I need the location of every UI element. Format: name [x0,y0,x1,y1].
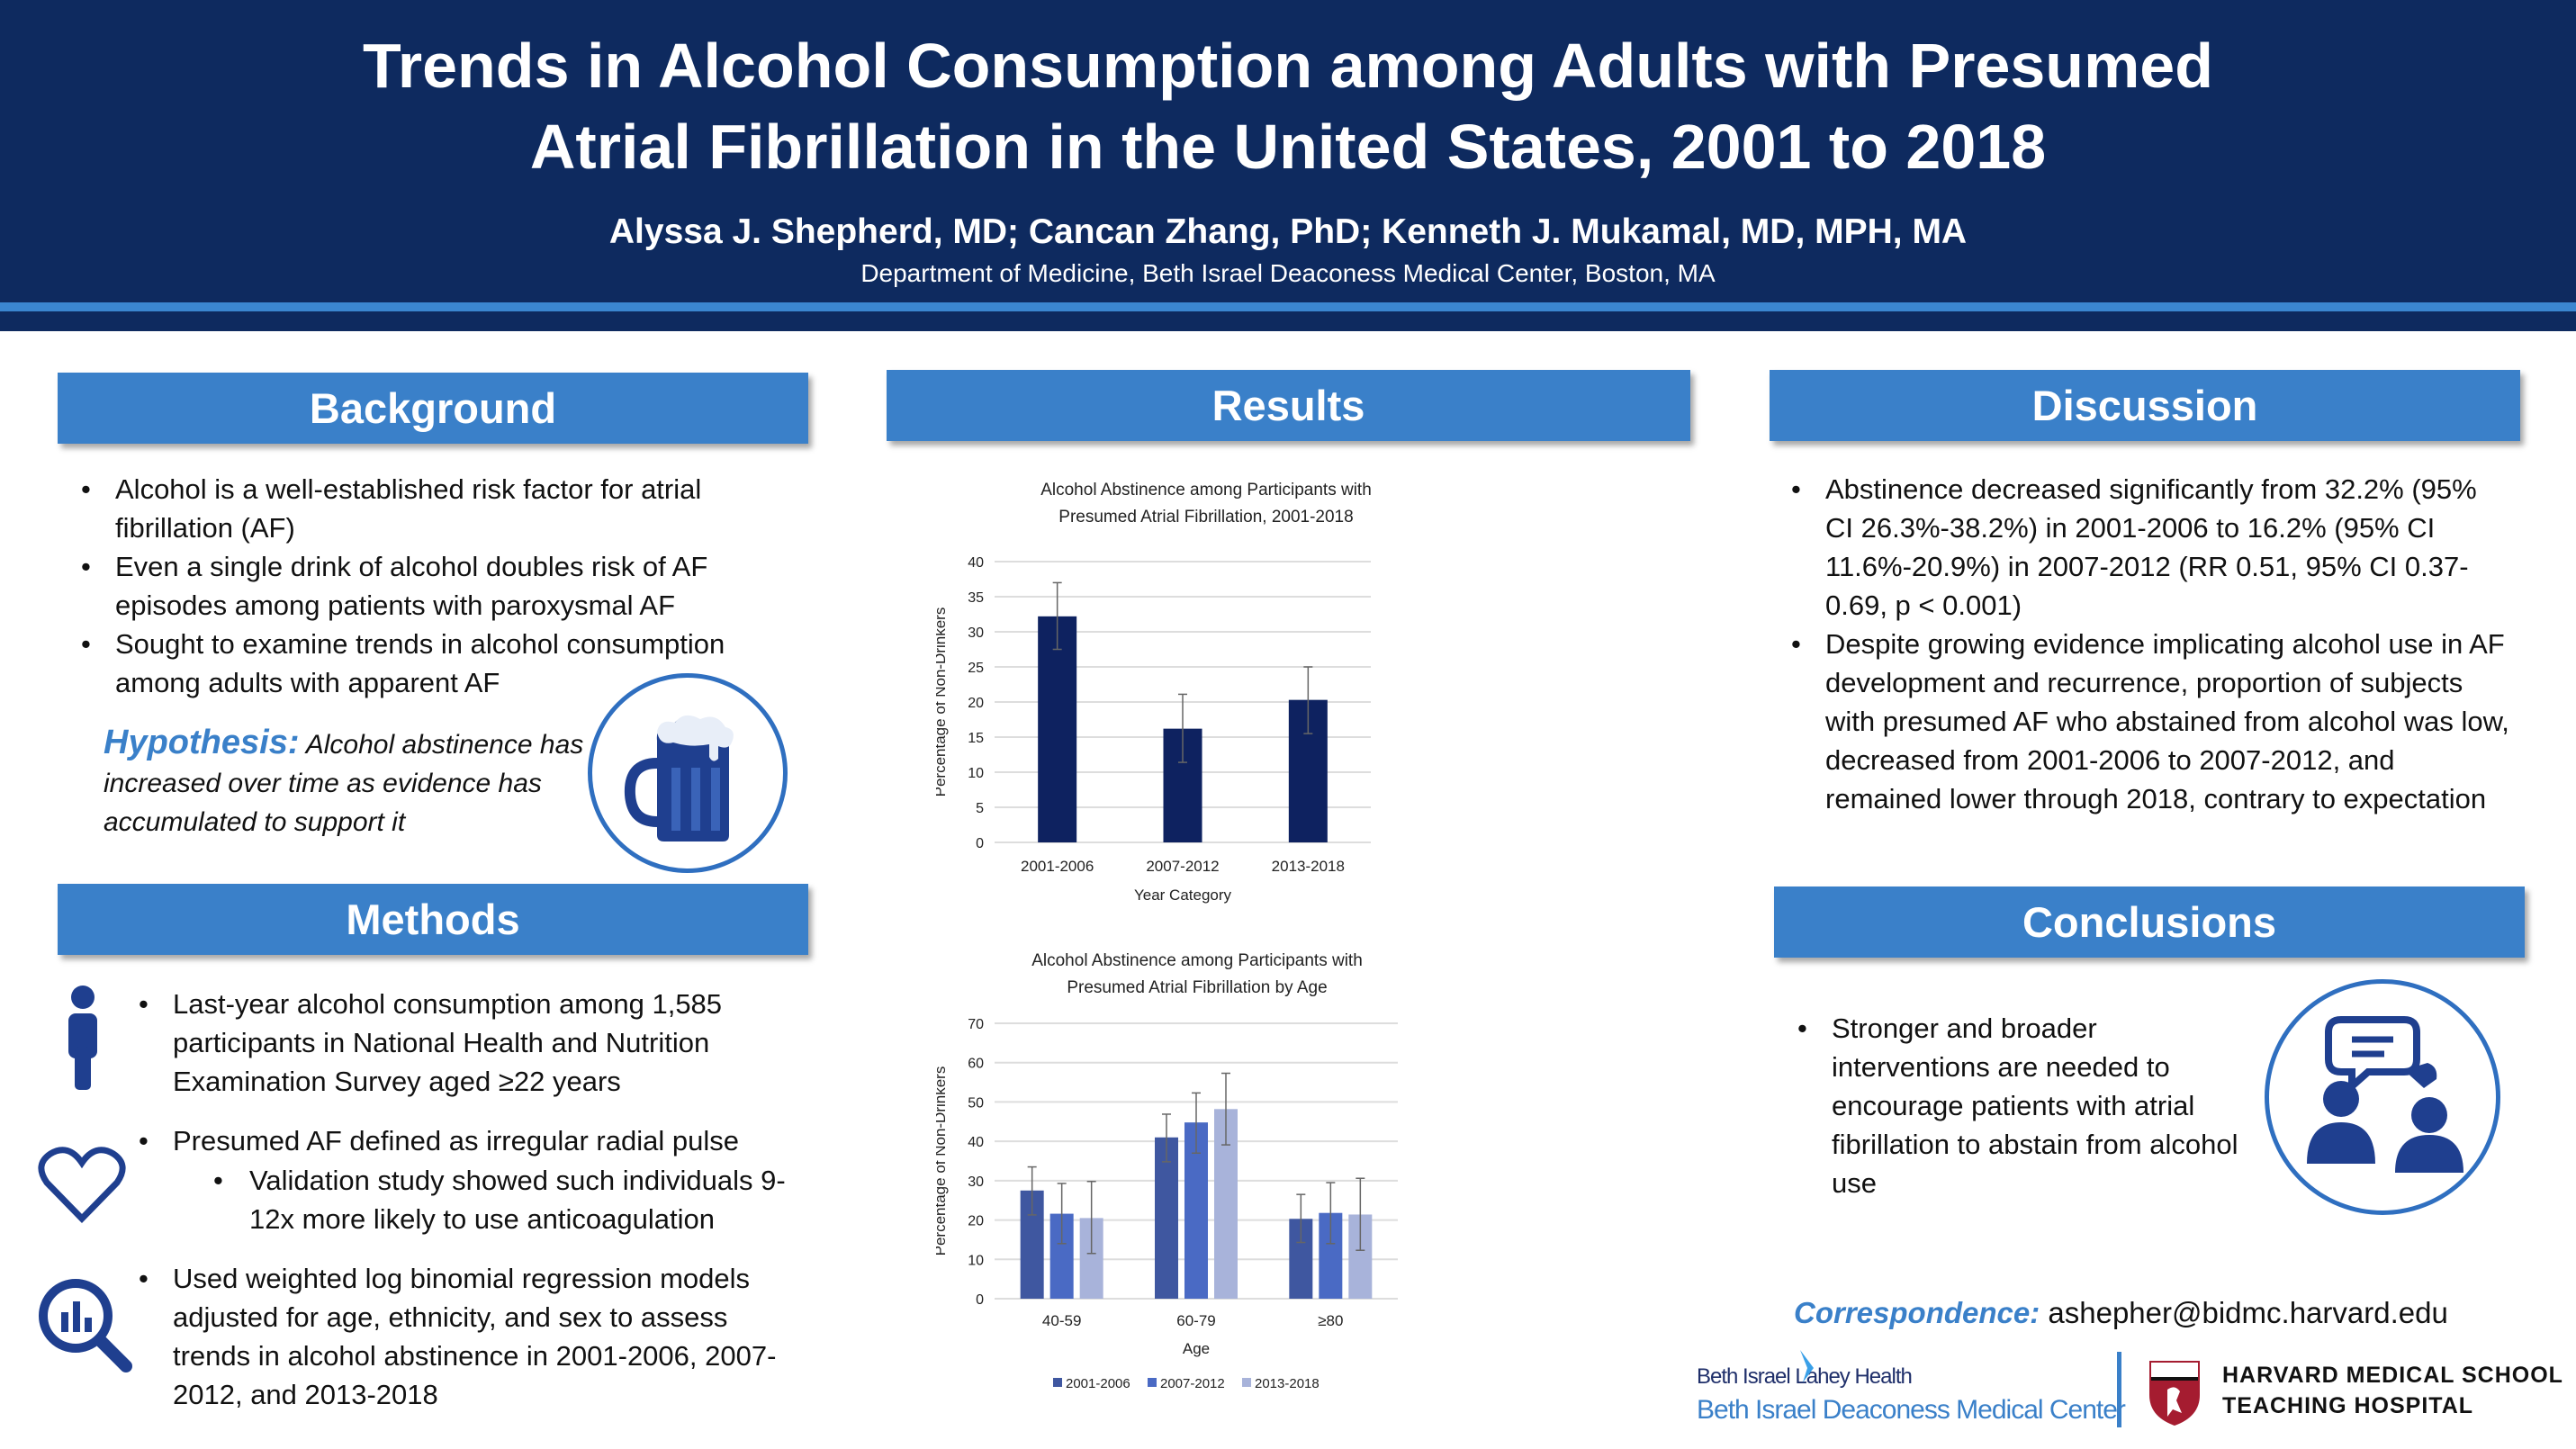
y-tick-label: 35 [968,590,984,606]
hypothesis-text: Alcohol abstinence has increased over ti… [104,730,584,837]
legend-label: 2001-2006 [1066,1376,1130,1391]
y-tick-label: 40 [968,1135,984,1150]
beer-mug-icon [588,673,788,873]
heart-icon [38,1147,126,1224]
x-tick-label: 2001-2006 [1021,858,1094,875]
y-tick-label: 10 [968,766,984,781]
chart-title: Presumed Atrial Fibrillation by Age [1067,978,1327,997]
bilh-logo-icon [1800,1350,1814,1382]
legend-label: 2007-2012 [1160,1376,1225,1391]
list-item: Stronger and broader interventions are n… [1797,1009,2255,1202]
bidmc-logo-text: Beth Israel Deaconess Medical Center [1697,1395,2126,1425]
hypothesis: Hypothesis: Alcohol abstinence has incre… [104,724,590,842]
y-tick-label: 20 [968,1214,984,1229]
background-bullets: Alcohol is a well-established risk facto… [81,470,781,702]
magnifier-chart-icon [39,1279,132,1372]
list-item: Despite growing evidence implicating alc… [1791,625,2509,818]
correspondence: Correspondence: ashepher@bidmc.harvard.e… [1794,1296,2448,1330]
y-tick-label: 5 [976,801,984,816]
legend-label: 2013-2018 [1255,1376,1320,1391]
y-tick-label: 30 [968,1174,984,1190]
list-item: Sought to examine trends in alcohol cons… [81,625,781,702]
y-tick-label: 50 [968,1095,984,1111]
x-tick-label: 60-79 [1176,1312,1215,1329]
x-tick-label: 40-59 [1042,1312,1081,1329]
methods-heading: Methods [58,884,808,955]
poster-title-line1: Trends in Alcohol Consumption among Adul… [362,31,2213,101]
authors: Alyssa J. Shepherd, MD; Cancan Zhang, Ph… [608,212,1968,251]
y-tick-label: 0 [976,836,984,851]
department: Department of Medicine, Beth Israel Deac… [860,259,1716,287]
legend-swatch [1053,1378,1062,1387]
chart-title: Presumed Atrial Fibrillation, 2001-2018 [1058,508,1353,526]
y-tick-label: 30 [968,626,984,641]
hms-line1: HARVARD MEDICAL SCHOOL [2222,1363,2563,1388]
list-item: Alcohol is a well-established risk facto… [81,470,781,547]
methods-bullet-3: Used weighted log binomial regression mo… [139,1259,794,1414]
x-axis-label: Year Category [1134,886,1232,904]
x-tick-label: 2013-2018 [1272,858,1345,875]
list-item: Used weighted log binomial regression mo… [139,1259,794,1414]
poster-header [0,0,2576,331]
chart-abstinence-by-year: Alcohol Abstinence among Participants wi… [936,481,1372,904]
y-tick-label: 70 [968,1017,984,1032]
doctor-patient-chat-icon [2265,979,2500,1215]
hypothesis-label: Hypothesis: [104,724,300,761]
hms-line2: TEACHING HOSPITAL [2222,1393,2474,1418]
harvard-shield-icon [2149,1361,2200,1426]
discussion-heading: Discussion [1770,370,2520,441]
conclusions-bullets: Stronger and broader interventions are n… [1797,1009,2255,1202]
x-axis-label: Age [1183,1340,1210,1357]
legend-swatch [1242,1378,1251,1387]
methods-sub-bullet: Validation study showed such individuals… [213,1161,807,1238]
chart-title: Alcohol Abstinence among Participants wi… [1031,951,1363,970]
y-tick-label: 40 [968,555,984,571]
correspondence-label: Correspondence: [1794,1296,2040,1329]
list-item: Last-year alcohol consumption among 1,58… [139,985,794,1101]
list-item: Abstinence decreased significantly from … [1791,470,2509,625]
bar [1155,1137,1178,1299]
y-tick-label: 15 [968,731,984,746]
y-tick-label: 20 [968,696,984,711]
x-tick-label: 2007-2012 [1146,858,1219,875]
y-axis-label: Percentage of Non-Drinkers [936,1066,949,1256]
methods-bullet-2: Presumed AF defined as irregular radial … [139,1121,794,1160]
y-tick-label: 0 [976,1292,984,1308]
y-axis-label: Percentage of Non-Drinkers [936,608,949,797]
logo-divider [2117,1352,2121,1427]
chart-abstinence-by-age: Alcohol Abstinence among Participants wi… [936,951,1398,1391]
bar [1038,616,1077,842]
results-heading: Results [887,370,1690,441]
y-tick-label: 25 [968,661,984,676]
chart-title: Alcohol Abstinence among Participants wi… [1040,481,1372,500]
correspondence-email[interactable]: ashepher@bidmc.harvard.edu [2048,1296,2448,1329]
list-item: Even a single drink of alcohol doubles r… [81,547,781,625]
conclusions-heading: Conclusions [1774,886,2525,958]
background-heading: Background [58,373,808,444]
x-tick-label: ≥80 [1318,1312,1343,1329]
methods-bullet-1: Last-year alcohol consumption among 1,58… [139,985,794,1101]
legend-swatch [1148,1378,1157,1387]
discussion-bullets: Abstinence decreased significantly from … [1791,470,2509,818]
header-stripe [0,302,2576,311]
list-item: Presumed AF defined as irregular radial … [139,1121,794,1160]
y-tick-label: 10 [968,1253,984,1268]
person-icon [68,986,97,1090]
y-tick-label: 60 [968,1057,984,1072]
poster-title-line2: Atrial Fibrillation in the United States… [529,112,2047,182]
bilh-logo-text: Beth Israel Lahey Health [1697,1364,1913,1389]
list-item: Validation study showed such individuals… [213,1161,807,1238]
